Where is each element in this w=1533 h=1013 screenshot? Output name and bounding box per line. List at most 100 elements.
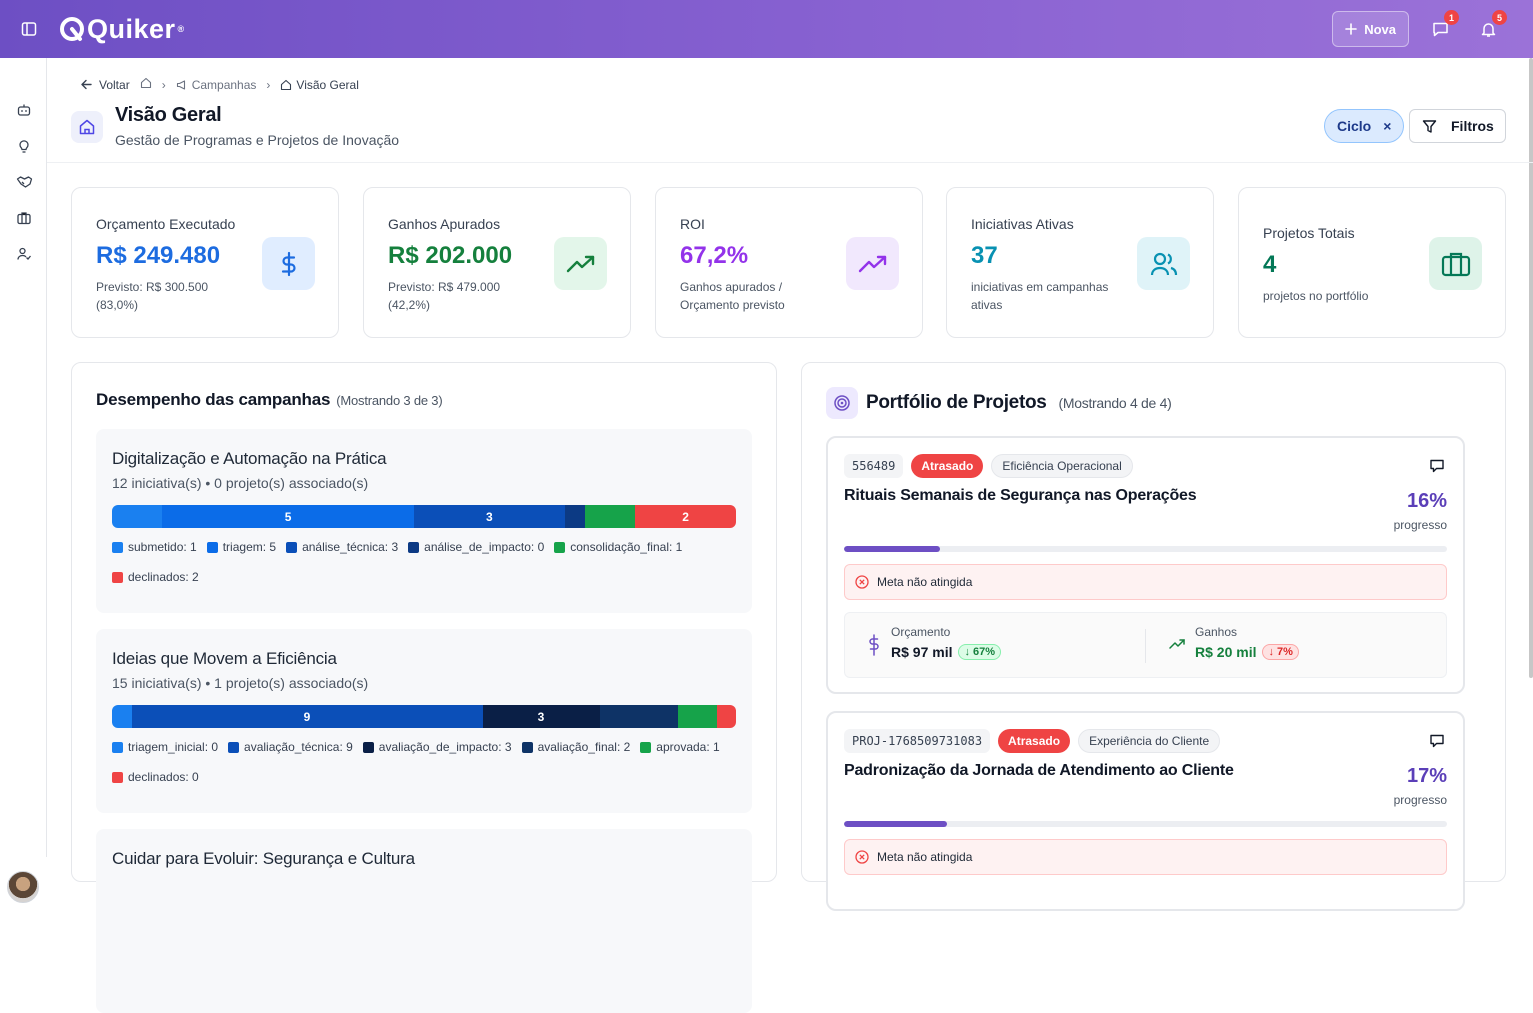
legend-swatch [112, 541, 123, 553]
brand-logo[interactable]: Quiker ® [58, 14, 185, 45]
users-icon [1137, 237, 1190, 290]
legend-item: declinados: 2 [112, 569, 199, 585]
gains-block: Ganhos R$ 20 mil ↓ 7% [1169, 625, 1299, 660]
back-label: Voltar [99, 77, 130, 92]
top-bar: Quiker ® Nova 1 5 [0, 0, 1533, 58]
legend-swatch [640, 741, 652, 753]
user-check-icon [17, 247, 31, 260]
page-subtitle: Gestão de Programas e Projetos de Inovaç… [115, 132, 400, 148]
campaign-summary: 12 iniciativa(s) • 0 projeto(s) associad… [112, 475, 369, 491]
goal-alert-text: Meta não atingida [877, 850, 973, 864]
campaign-card[interactable]: Ideias que Movem a Eficiência 15 iniciat… [96, 629, 752, 813]
back-link[interactable]: Voltar [80, 78, 130, 92]
sidebar [0, 58, 47, 903]
project-card[interactable]: 556489 Atrasado Eficiência Operacional R… [826, 436, 1465, 694]
kpi-label: Ganhos Apurados [388, 216, 501, 232]
campaign-card[interactable]: Digitalização e Automação na Prática 12 … [96, 429, 752, 613]
campaign-legend: submetido: 1 triagem: 5 análise_técnica: 3… [112, 539, 736, 585]
cycle-filter-label: Ciclo [1337, 118, 1372, 134]
campaign-name: Ideias que Movem a Eficiência [112, 649, 337, 668]
stage-segment [585, 505, 636, 528]
budget-block: Orçamento R$ 97 mil ↓ 67% [867, 625, 1002, 661]
kpi-value: R$ 202.000 [388, 242, 513, 269]
messages-button[interactable]: 1 [1423, 10, 1459, 46]
progress-label: progresso [1393, 518, 1447, 532]
handshake-icon [16, 176, 32, 188]
stage-segment [564, 505, 585, 528]
notifications-button[interactable]: 5 [1471, 10, 1507, 46]
new-button-label: Nova [1364, 21, 1396, 37]
kpi-sub: iniciativas em campanhas ativas [971, 280, 1109, 312]
kpi-sub: Previsto: R$ 479.000 (42,2%) [388, 280, 501, 312]
comment-icon[interactable] [1429, 458, 1447, 476]
legend-item: análise_técnica: 3 [286, 539, 398, 555]
legend-label: avaliação_de_impacto: 3 [378, 740, 512, 754]
close-icon[interactable]: × [1383, 118, 1392, 134]
comment-icon[interactable] [1429, 733, 1447, 751]
page-scrollbar[interactable] [1529, 58, 1533, 678]
breadcrumb-current: Visão Geral [280, 77, 359, 92]
legend-swatch [112, 741, 123, 753]
kpi-sub: projetos no portfólio [1263, 289, 1369, 303]
chevron-right-icon: › [161, 77, 166, 92]
sidebar-item-bot[interactable] [14, 100, 34, 120]
legend-label: avaliação_técnica: 9 [244, 740, 353, 754]
breadcrumb-campaigns-label: Campanhas [191, 77, 257, 92]
home-icon[interactable] [140, 77, 152, 92]
stage-segment [716, 705, 736, 728]
portfolio-panel-title: Portfólio de Projetos (Mostrando 4 de 4) [866, 392, 1172, 414]
cycle-filter-chip[interactable]: Ciclo × [1324, 109, 1405, 143]
filters-button[interactable]: Filtros [1409, 109, 1506, 143]
status-badge: Atrasado [911, 454, 984, 478]
progress-fill [844, 821, 947, 827]
sidebar-toggle-icon[interactable] [16, 16, 42, 42]
project-card[interactable]: PROJ-1768509731083 Atrasado Experiência … [826, 711, 1465, 911]
legend-swatch [112, 771, 123, 783]
home-icon [281, 79, 292, 90]
breadcrumb: Voltar › Campanhas › Visão Geral [80, 77, 359, 92]
new-button[interactable]: Nova [1332, 11, 1409, 47]
stage-segment: 2 [635, 505, 736, 528]
sidebar-item-users[interactable] [14, 244, 34, 264]
budget-value: R$ 97 mil [891, 644, 953, 660]
filters-label: Filtros [1451, 118, 1494, 134]
message-icon [1432, 22, 1448, 36]
legend-swatch [521, 741, 533, 753]
campaigns-panel-title: Desempenho das campanhas (Mostrando 3 de … [96, 390, 443, 410]
goal-alert: Meta não atingida [844, 839, 1447, 875]
sidebar-item-projects[interactable] [14, 208, 34, 228]
chevron-right-icon: › [266, 77, 271, 92]
breadcrumb-current-label: Visão Geral [296, 77, 359, 92]
legend-swatch [408, 541, 420, 553]
legend-swatch [554, 541, 566, 553]
sidebar-item-partnerships[interactable] [14, 172, 34, 192]
legend-swatch [362, 741, 374, 753]
portfolio-count: (Mostrando 4 de 4) [1058, 395, 1172, 411]
project-code: 556489 [844, 454, 904, 478]
dollar-icon [869, 634, 879, 656]
kpi-value: 37 [971, 242, 998, 269]
legend-item: consolidação_final: 1 [554, 539, 682, 555]
briefcase-icon [17, 212, 31, 225]
budget-percent: ↓ 67% [958, 644, 1002, 660]
messages-badge: 1 [1444, 10, 1459, 25]
campaign-legend: triagem_inicial: 0 avaliação_técnica: 9 av… [112, 739, 736, 785]
trending-up-icon [1169, 639, 1185, 649]
category-badge: Eficiência Operacional [991, 454, 1133, 478]
bell-icon [1481, 22, 1495, 37]
project-progress: 17% [1406, 765, 1447, 787]
page-title: Visão Geral [115, 104, 222, 126]
legend-label: triagem_inicial: 0 [128, 740, 219, 754]
project-progress: 16% [1406, 490, 1447, 512]
kpi-label: Iniciativas Ativas [971, 216, 1074, 232]
logo-icon [60, 17, 84, 41]
campaigns-panel: Desempenho das campanhas (Mostrando 3 de … [71, 362, 777, 1013]
user-avatar[interactable] [7, 871, 39, 903]
breadcrumb-campaigns[interactable]: Campanhas [176, 77, 257, 92]
legend-item: avaliação_técnica: 9 [228, 739, 353, 755]
arrow-left-icon [81, 79, 92, 90]
lightbulb-icon [19, 140, 29, 153]
sidebar-item-ideas[interactable] [14, 136, 34, 156]
gains-label: Ganhos [1195, 625, 1238, 639]
